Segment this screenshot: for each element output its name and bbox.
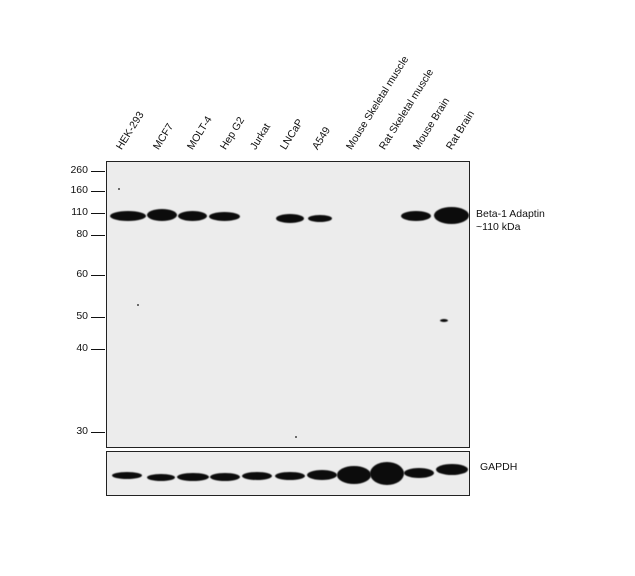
mw-tick-40 — [91, 349, 105, 350]
band-rat-brain — [434, 207, 469, 224]
mw-tick-30 — [91, 432, 105, 433]
lane-label-lncap: LNCaP — [277, 116, 306, 152]
lane-label-mouse-skeletal-muscle: Mouse Skeletal muscle — [343, 54, 412, 152]
gapdh-band-molt4 — [177, 473, 209, 481]
lane-label-hepg2: Hep G2 — [217, 114, 248, 152]
band-lncap — [276, 214, 304, 223]
gapdh-band-hepg2 — [210, 473, 240, 481]
band-mcf7 — [147, 209, 177, 221]
mw-label-110: 110 — [71, 206, 88, 218]
gapdh-band-mcf7 — [147, 474, 175, 481]
mw-tick-110 — [91, 213, 105, 214]
gapdh-band-jurkat — [242, 472, 272, 480]
gapdh-band-lncap — [275, 472, 305, 480]
blot-speck — [295, 436, 297, 438]
mw-tick-160 — [91, 191, 105, 192]
gapdh-band-rat-skeletal-muscle — [370, 462, 404, 485]
target-label: Beta-1 Adaptin ~110 kDa — [476, 208, 545, 234]
lane-label-hek293: HEK-293 — [113, 109, 147, 152]
mw-label-260: 260 — [70, 164, 88, 176]
mw-label-30: 30 — [76, 425, 88, 437]
mw-label-80: 80 — [76, 228, 88, 240]
gapdh-band-hek293 — [112, 472, 142, 479]
target-size: ~110 kDa — [476, 221, 521, 233]
band-a549 — [308, 215, 332, 222]
blot-speck — [118, 188, 120, 190]
lane-label-rat-brain: Rat Brain — [443, 108, 478, 152]
mw-tick-60 — [91, 275, 105, 276]
mw-label-160: 160 — [70, 184, 88, 196]
band-molt4 — [178, 211, 207, 221]
lane-label-mcf7: MCF7 — [150, 121, 177, 152]
mw-tick-50 — [91, 317, 105, 318]
lane-label-a549: A549 — [309, 124, 333, 152]
loading-control-panel — [106, 451, 470, 496]
mw-tick-260 — [91, 171, 105, 172]
gapdh-band-mouse-brain — [404, 468, 434, 478]
blot-speck — [137, 304, 139, 306]
blot-artifact — [440, 319, 448, 322]
main-blot-panel — [106, 161, 470, 448]
mw-label-60: 60 — [76, 268, 88, 280]
gapdh-band-mouse-skeletal-muscle — [337, 466, 371, 484]
lane-label-jurkat: Jurkat — [247, 121, 274, 152]
lane-label-molt4: MOLT-4 — [184, 114, 215, 152]
gapdh-band-a549 — [307, 470, 337, 480]
target-name: Beta-1 Adaptin — [476, 208, 545, 220]
band-hek293 — [110, 211, 146, 221]
band-hepg2 — [209, 212, 240, 221]
band-mouse-brain — [401, 211, 431, 221]
mw-label-40: 40 — [76, 342, 88, 354]
gapdh-band-rat-brain — [436, 464, 468, 475]
mw-label-50: 50 — [76, 310, 88, 322]
loading-control-label: GAPDH — [480, 461, 518, 473]
mw-tick-80 — [91, 235, 105, 236]
